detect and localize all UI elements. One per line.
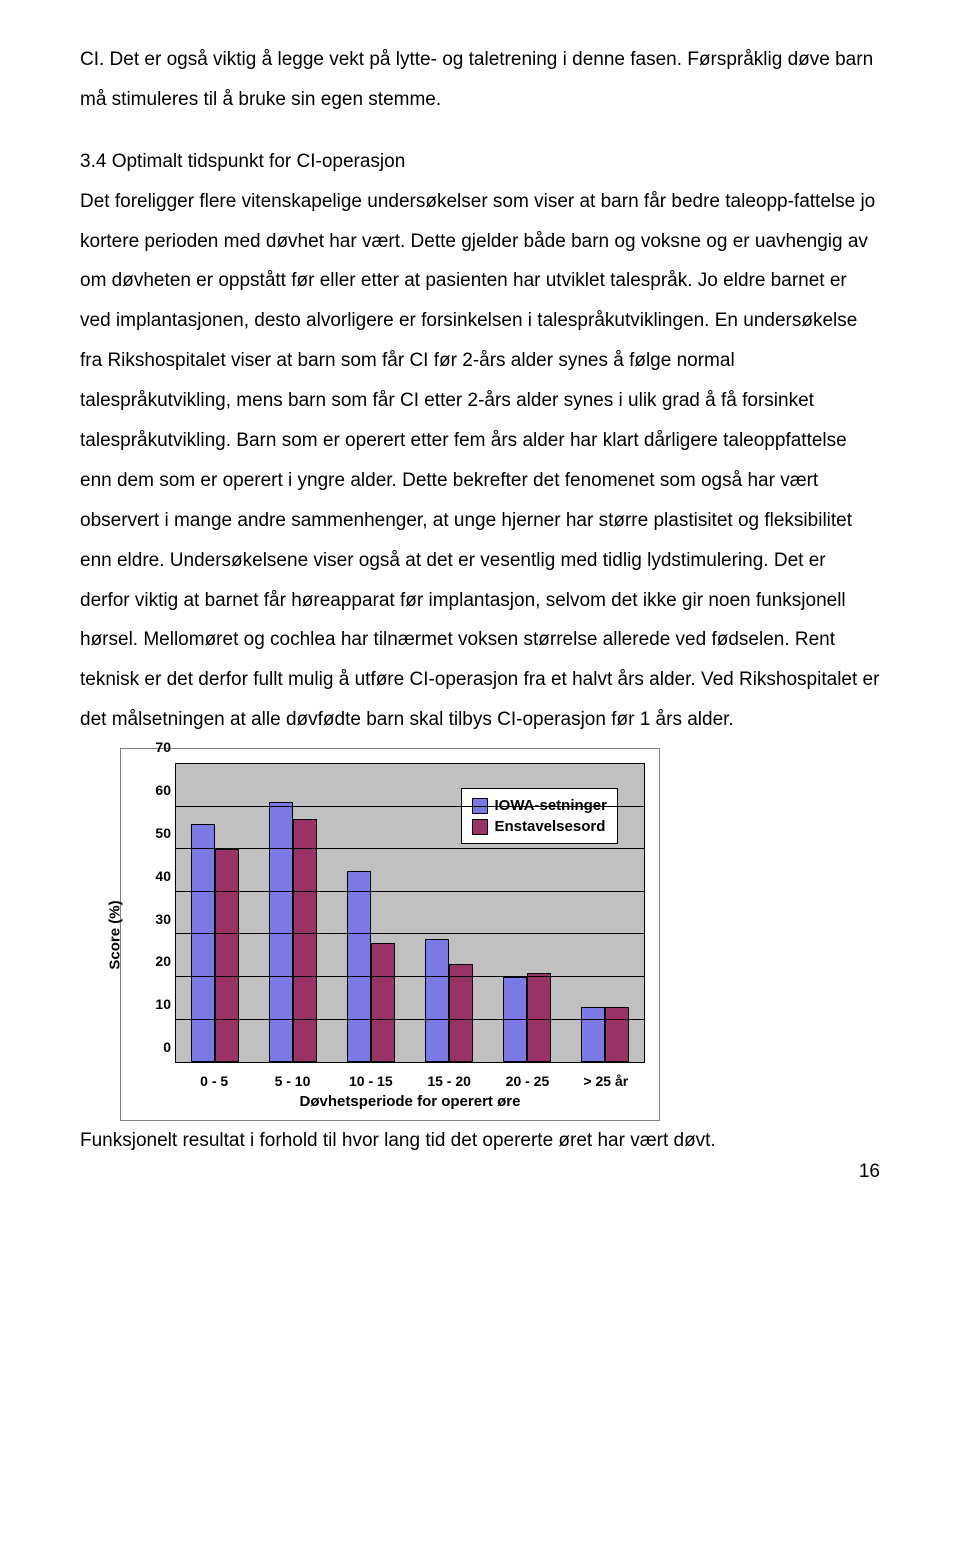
bar-group (566, 764, 644, 1062)
y-axis-ticks: 010203040506070 (135, 763, 171, 1063)
grid-line (176, 806, 644, 807)
bar (581, 1007, 605, 1062)
bar-group (254, 764, 332, 1062)
bar-chart: Score (%) 010203040506070 IOWA-setninger… (120, 748, 660, 1121)
y-tick-label: 0 (135, 1039, 171, 1055)
plot-area: IOWA-setninger Enstavelsesord (175, 763, 645, 1063)
bar-group (332, 764, 410, 1062)
grid-line (176, 933, 644, 934)
paragraph-intro: CI. Det er også viktig å legge vekt på l… (80, 40, 880, 120)
bar (215, 849, 239, 1062)
bar (191, 824, 215, 1062)
x-tick-label: 15 - 20 (410, 1069, 488, 1089)
y-tick-label: 70 (135, 739, 171, 755)
grid-line (176, 976, 644, 977)
bar (371, 943, 395, 1062)
x-tick-label: 0 - 5 (175, 1069, 253, 1089)
bar-group (410, 764, 488, 1062)
bar-group (176, 764, 254, 1062)
y-tick-label: 10 (135, 996, 171, 1012)
chart-caption: Funksjonelt resultat i forhold til hvor … (80, 1121, 880, 1161)
bar (605, 1007, 629, 1062)
page-number: 16 (80, 1161, 880, 1183)
x-tick-label: > 25 år (567, 1069, 645, 1089)
paragraph-main: Det foreligger flere vitenskapelige unde… (80, 182, 880, 740)
x-axis-label: Døvhetsperiode for operert øre (175, 1089, 645, 1120)
bar-group (488, 764, 566, 1062)
grid-line (176, 848, 644, 849)
bar (347, 871, 371, 1063)
bar (449, 964, 473, 1062)
bar (269, 802, 293, 1062)
chart-container: Score (%) 010203040506070 IOWA-setninger… (120, 748, 880, 1121)
bar (527, 973, 551, 1062)
y-tick-label: 30 (135, 911, 171, 927)
y-axis-label: Score (%) (107, 900, 124, 969)
y-tick-label: 40 (135, 868, 171, 884)
y-tick-label: 60 (135, 782, 171, 798)
y-tick-label: 20 (135, 953, 171, 969)
x-tick-label: 5 - 10 (253, 1069, 331, 1089)
bar (425, 939, 449, 1062)
x-axis-ticks: 0 - 55 - 1010 - 1515 - 2020 - 25> 25 år (175, 1069, 645, 1089)
y-tick-label: 50 (135, 825, 171, 841)
bars-layer (176, 764, 644, 1062)
x-tick-label: 10 - 15 (332, 1069, 410, 1089)
grid-line (176, 891, 644, 892)
x-tick-label: 20 - 25 (488, 1069, 566, 1089)
bar (293, 819, 317, 1062)
section-heading: 3.4 Optimalt tidspunkt for CI-operasjon (80, 142, 880, 182)
grid-line (176, 1019, 644, 1020)
